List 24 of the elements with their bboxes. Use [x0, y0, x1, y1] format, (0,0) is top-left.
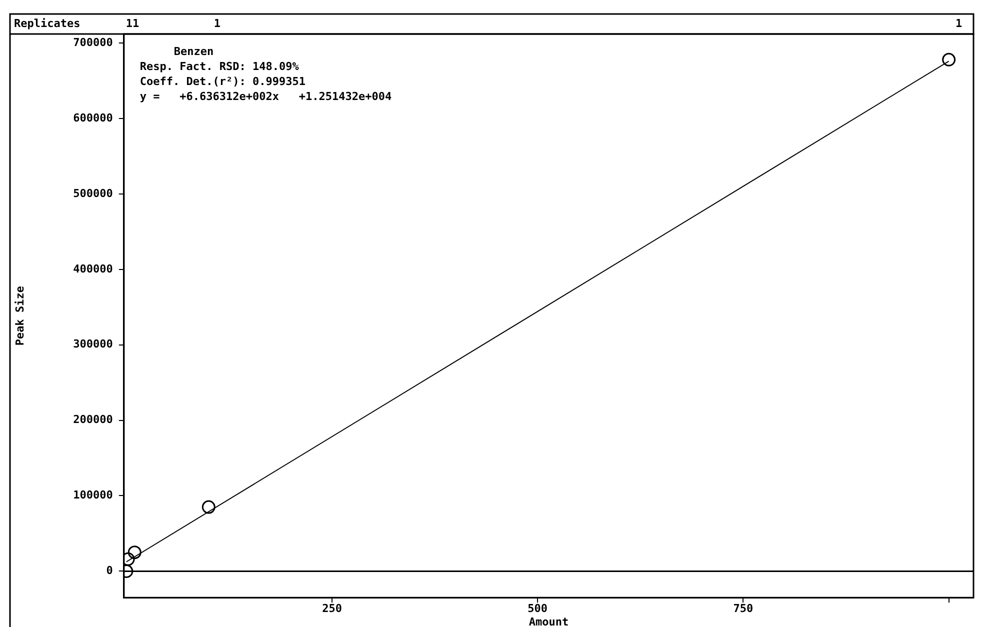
point	[128, 546, 142, 560]
point	[202, 500, 216, 514]
y-axis-title: Peak Size	[13, 286, 26, 346]
y-tick-label: 200000	[73, 413, 113, 426]
y-tick-label: 600000	[73, 111, 113, 124]
y-tick-label: 0	[106, 564, 113, 578]
x-tick-label: 500	[528, 602, 548, 616]
annotation: y = +6.636312e+002x +1.251432e+004	[140, 90, 392, 103]
y-tick-label: 700000	[73, 36, 113, 49]
x-axis-title: Amount	[528, 615, 569, 628]
y-tick-label: 300000	[73, 338, 113, 351]
text: Replicates	[14, 16, 80, 30]
annotation: Coeff. Det.(r²): 0.999351	[140, 74, 306, 88]
x-tick-label: 750	[733, 602, 754, 616]
annotation: Resp. Fact. RSD: 148.09%	[140, 60, 300, 73]
text: 1	[214, 16, 221, 30]
point	[942, 52, 956, 66]
annotation: Benzen	[174, 44, 214, 58]
y-tick-label: 500000	[73, 186, 113, 200]
y-tick-label: 400000	[73, 262, 113, 276]
x-tick-label: 250	[322, 602, 342, 616]
text: 1	[956, 16, 962, 30]
y-tick-label: 100000	[73, 488, 113, 502]
text: 11	[126, 16, 140, 30]
